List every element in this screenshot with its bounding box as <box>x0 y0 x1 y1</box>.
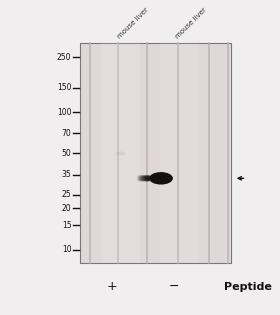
Ellipse shape <box>138 175 141 181</box>
Text: 20: 20 <box>62 204 71 213</box>
Ellipse shape <box>137 175 141 181</box>
Bar <box>101 43 140 263</box>
Ellipse shape <box>149 172 173 185</box>
Text: mouse liver: mouse liver <box>116 6 149 39</box>
Ellipse shape <box>137 175 140 181</box>
Text: 100: 100 <box>57 107 71 117</box>
Text: 15: 15 <box>62 221 71 230</box>
Ellipse shape <box>140 175 143 181</box>
Ellipse shape <box>147 175 150 181</box>
Text: 70: 70 <box>62 129 71 138</box>
Text: mouse liver: mouse liver <box>175 6 208 39</box>
Text: 50: 50 <box>62 149 71 158</box>
Text: 10: 10 <box>62 245 71 254</box>
Ellipse shape <box>141 175 144 181</box>
Ellipse shape <box>116 152 125 156</box>
Text: 250: 250 <box>57 53 71 62</box>
Text: 35: 35 <box>62 170 71 179</box>
Ellipse shape <box>142 175 145 181</box>
Ellipse shape <box>139 175 143 181</box>
Text: 150: 150 <box>57 83 71 92</box>
Bar <box>160 43 199 263</box>
Text: Peptide: Peptide <box>224 282 272 292</box>
Ellipse shape <box>147 175 151 181</box>
Ellipse shape <box>144 175 147 181</box>
Ellipse shape <box>143 175 146 181</box>
Text: −: − <box>168 280 179 293</box>
Ellipse shape <box>146 175 149 181</box>
Ellipse shape <box>139 175 142 181</box>
Text: +: + <box>107 280 117 293</box>
Ellipse shape <box>141 175 144 181</box>
Ellipse shape <box>143 175 146 181</box>
Ellipse shape <box>145 175 148 181</box>
Text: 25: 25 <box>62 190 71 199</box>
Ellipse shape <box>146 175 150 181</box>
Ellipse shape <box>144 175 148 181</box>
Bar <box>80 43 231 263</box>
